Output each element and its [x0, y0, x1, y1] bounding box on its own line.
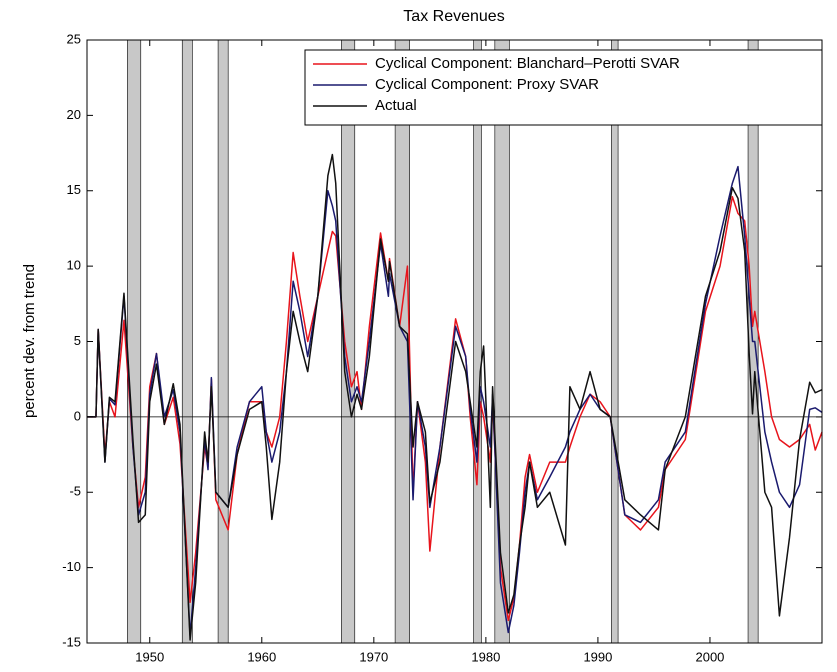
legend-box: [304, 49, 823, 126]
y-tick-label: 15: [67, 182, 81, 197]
y-axis-label: percent dev. from trend: [21, 264, 38, 418]
y-tick-label: -10: [62, 559, 81, 574]
shaded-period: [127, 39, 142, 644]
legend: Cyclical Component: Blanchard–Perotti SV…: [304, 49, 823, 126]
y-tick-label: 10: [67, 258, 81, 273]
x-tick-label: 1980: [471, 649, 500, 664]
series-line: [87, 153, 823, 641]
series-line: [87, 165, 823, 637]
x-tick-label: 2000: [695, 649, 724, 664]
y-tick-label: 25: [67, 31, 81, 46]
shaded-period: [473, 39, 482, 644]
y-tick-label: -15: [62, 634, 81, 649]
shaded-period: [217, 39, 229, 644]
legend-label: Cyclical Component: Proxy SVAR: [375, 76, 599, 93]
y-tick-label: 5: [74, 333, 81, 348]
x-tick-label: 1990: [583, 649, 612, 664]
x-tick-label: 1960: [247, 649, 276, 664]
legend-label: Actual: [375, 97, 417, 114]
x-tick-label: 1970: [359, 649, 388, 664]
y-tick-label: 0: [74, 408, 81, 423]
shaded-period: [611, 39, 619, 644]
chart-title: Tax Revenues: [403, 8, 504, 25]
y-tick-label: 20: [67, 107, 81, 122]
x-tick-label: 1950: [135, 649, 164, 664]
y-tick-label: -5: [69, 484, 81, 499]
shaded-period: [494, 39, 510, 644]
legend-label: Cyclical Component: Blanchard–Perotti SV…: [375, 55, 680, 72]
